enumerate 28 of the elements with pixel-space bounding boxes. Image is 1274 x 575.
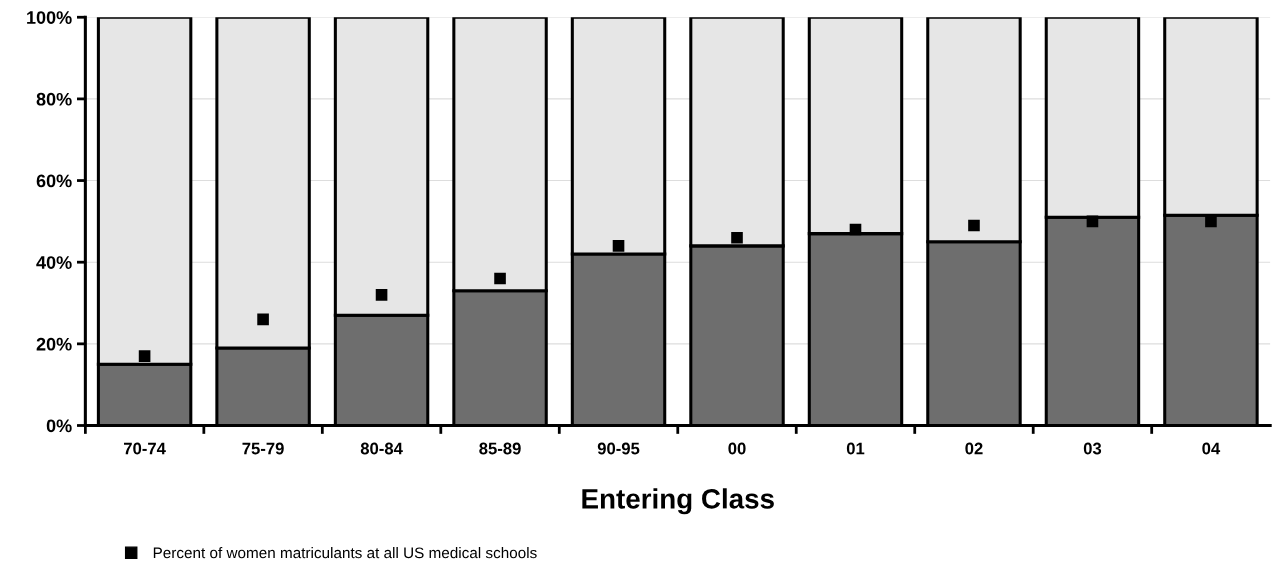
x-tick-label: 02 — [965, 442, 983, 455]
x-tick-label: 75-79 — [242, 442, 284, 455]
x-tick-label: 80-84 — [360, 442, 403, 455]
x-tick-label: 03 — [1083, 442, 1102, 455]
y-tick-label: 60% — [36, 174, 72, 188]
x-tick-label: 00 — [728, 442, 746, 455]
point — [731, 231, 743, 244]
x-tick-label: 01 — [846, 442, 865, 455]
point — [968, 219, 980, 232]
y-tick-label: 40% — [36, 256, 72, 269]
x-tick-label: 90-95 — [597, 442, 640, 455]
x-tick-label: 85-89 — [479, 442, 521, 455]
y-tick-label: 20% — [36, 337, 72, 351]
y-tick-label: 100% — [27, 11, 72, 24]
x-tick-label: 70-74 — [124, 442, 166, 455]
point — [849, 223, 862, 236]
point — [1086, 215, 1099, 228]
point — [138, 350, 151, 362]
point — [375, 289, 388, 301]
point — [1205, 215, 1217, 228]
x-tick-label: 04 — [1202, 442, 1221, 455]
y-tick-label: 80% — [36, 92, 72, 106]
point — [494, 272, 506, 285]
legend-label: Percent of women matriculants at all US medical schools — [153, 547, 537, 559]
y-tick-label: 0% — [46, 419, 72, 433]
point — [257, 313, 269, 326]
x-axis-title: Entering Class — [582, 488, 774, 515]
point — [612, 240, 625, 252]
